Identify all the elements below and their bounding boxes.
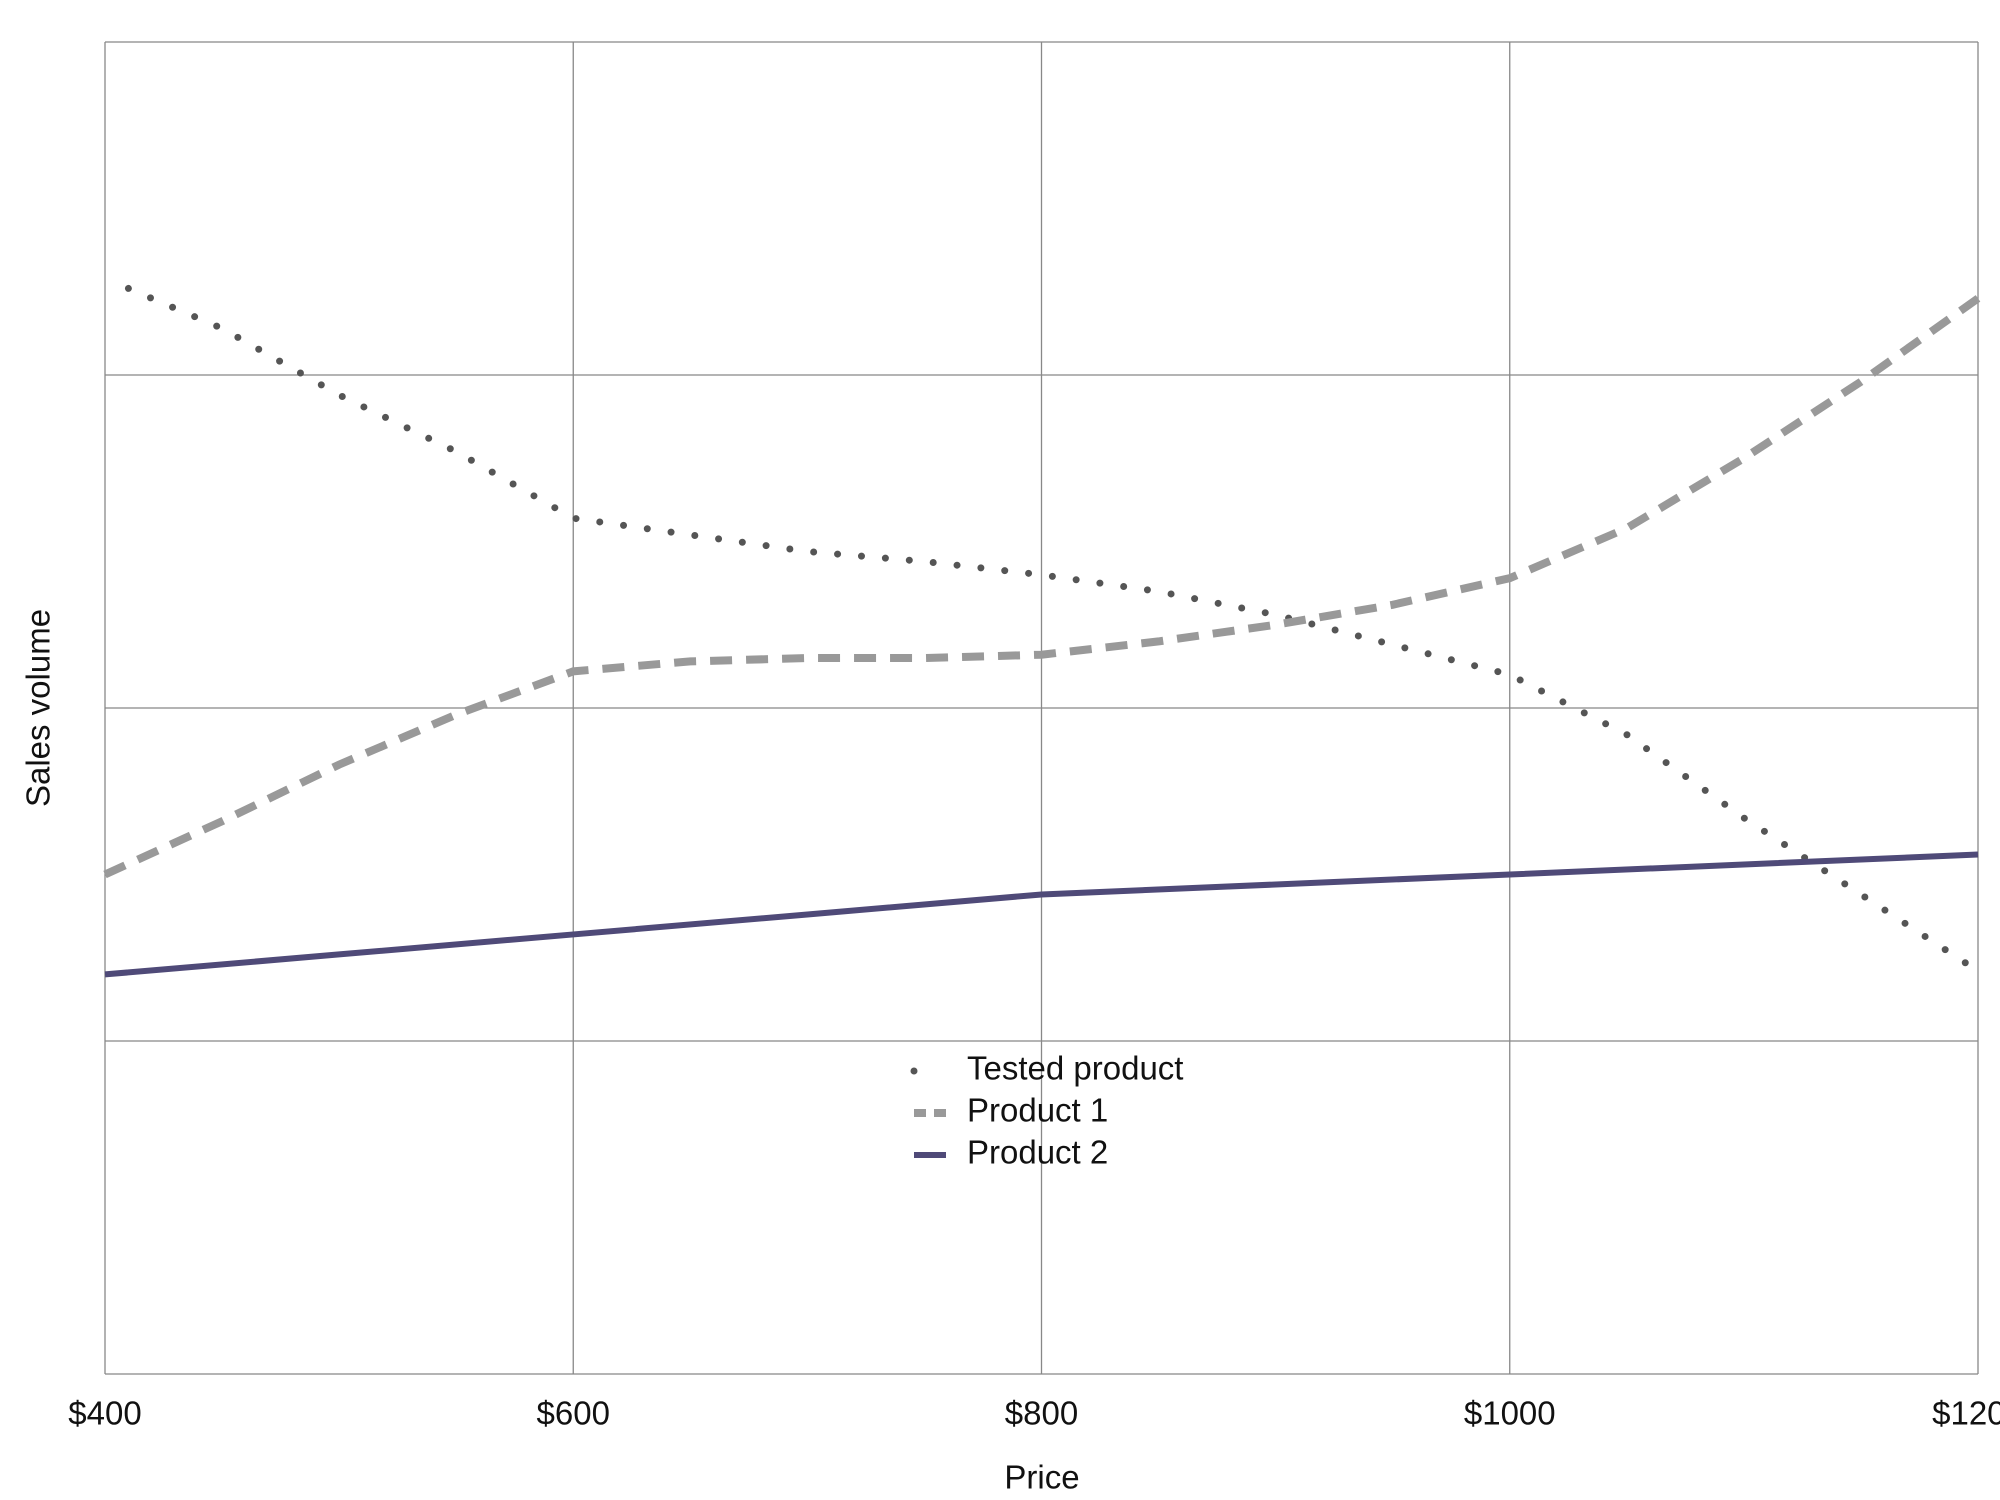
x-tick-label: $600 [537,1395,610,1432]
x-axis-label: Price [1004,1459,1079,1496]
legend-label: Tested product [967,1050,1183,1087]
x-tick-label: $1000 [1464,1395,1556,1432]
legend-label: Product 2 [967,1134,1108,1171]
y-axis-label: Sales volume [20,609,57,807]
x-tick-label: $1200 [1932,1395,2000,1432]
x-tick-label: $800 [1005,1395,1078,1432]
series-line [124,284,1982,975]
x-tick-label: $400 [68,1395,141,1432]
series-line [103,295,1981,879]
series-line [104,851,1979,978]
legend-label: Product 1 [967,1092,1108,1129]
